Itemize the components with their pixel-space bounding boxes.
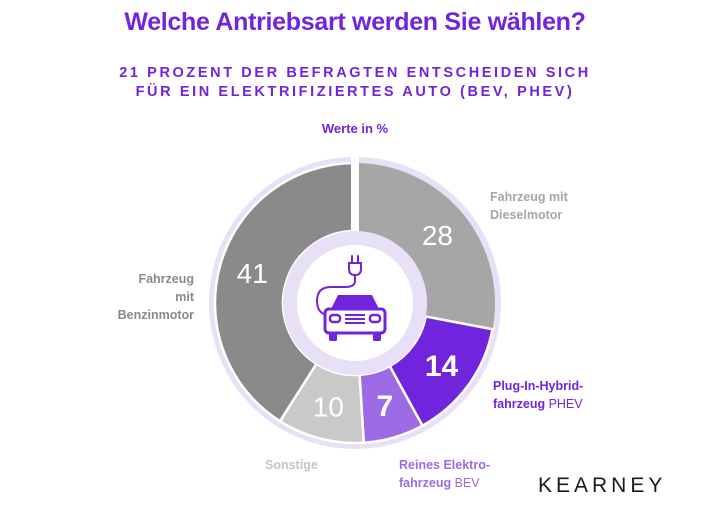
legend-label-diesel: Fahrzeug mit Dieselmotor bbox=[490, 188, 568, 224]
legend-text: fahrzeug bbox=[493, 397, 546, 411]
legend-text: mit Benzinmotor bbox=[117, 290, 194, 322]
legend-line: Sonstige bbox=[265, 456, 318, 474]
legend-line: Dieselmotor bbox=[490, 206, 568, 224]
value-label-diesel: 28 bbox=[422, 220, 453, 251]
kearney-logo: KEARNEY bbox=[538, 474, 667, 497]
legend-label-benzin: Fahrzeug mit Benzinmotor bbox=[100, 270, 194, 324]
legend-line: Reines Elektro- bbox=[399, 456, 490, 474]
legend-text: Sonstige bbox=[265, 458, 318, 472]
legend-line: Fahrzeug bbox=[100, 270, 194, 288]
legend-abbr: BEV bbox=[451, 476, 480, 490]
unit-note: Werte in % bbox=[321, 121, 389, 136]
legend-text: Fahrzeug bbox=[138, 272, 194, 286]
legend-label-bev: Reines Elektro-fahrzeug BEV bbox=[399, 456, 490, 492]
value-label-phev: 14 bbox=[425, 350, 459, 383]
top-gap bbox=[351, 155, 359, 233]
legend-text: fahrzeug bbox=[399, 476, 452, 490]
legend-label-phev: Plug-In-Hybrid-fahrzeug PHEV bbox=[493, 377, 583, 413]
chart-subtitle: 21 PROZENT DER BEFRAGTEN ENTSCHEIDEN SIC… bbox=[0, 64, 710, 102]
legend-label-sonstige: Sonstige bbox=[265, 456, 318, 474]
legend-line: Fahrzeug mit bbox=[490, 188, 568, 206]
legend-line: fahrzeug BEV bbox=[399, 474, 490, 492]
slice-diesel bbox=[355, 163, 495, 330]
value-label-benzin: 41 bbox=[237, 258, 268, 289]
legend-line: mit Benzinmotor bbox=[100, 288, 194, 324]
legend-line: fahrzeug PHEV bbox=[493, 395, 583, 413]
subtitle-line-1: 21 PROZENT DER BEFRAGTEN ENTSCHEIDEN SIC… bbox=[119, 65, 591, 81]
value-label-bev: 7 bbox=[377, 390, 394, 423]
legend-text: Fahrzeug mit bbox=[490, 190, 568, 204]
legend-text: Reines Elektro- bbox=[399, 458, 491, 472]
electric-car-plug-icon bbox=[315, 255, 387, 341]
legend-text: Plug-In-Hybrid- bbox=[493, 379, 584, 393]
value-label-sonstige: 10 bbox=[313, 392, 344, 423]
legend-line: Plug-In-Hybrid- bbox=[493, 377, 583, 395]
subtitle-line-2: FÜR EIN ELEKTRIFIZIERTES AUTO (BEV, PHEV… bbox=[135, 84, 575, 100]
legend-abbr: PHEV bbox=[545, 397, 583, 411]
legend-text: Dieselmotor bbox=[490, 208, 563, 222]
chart-title: Welche Antriebsart werden Sie wählen? bbox=[124, 8, 586, 36]
